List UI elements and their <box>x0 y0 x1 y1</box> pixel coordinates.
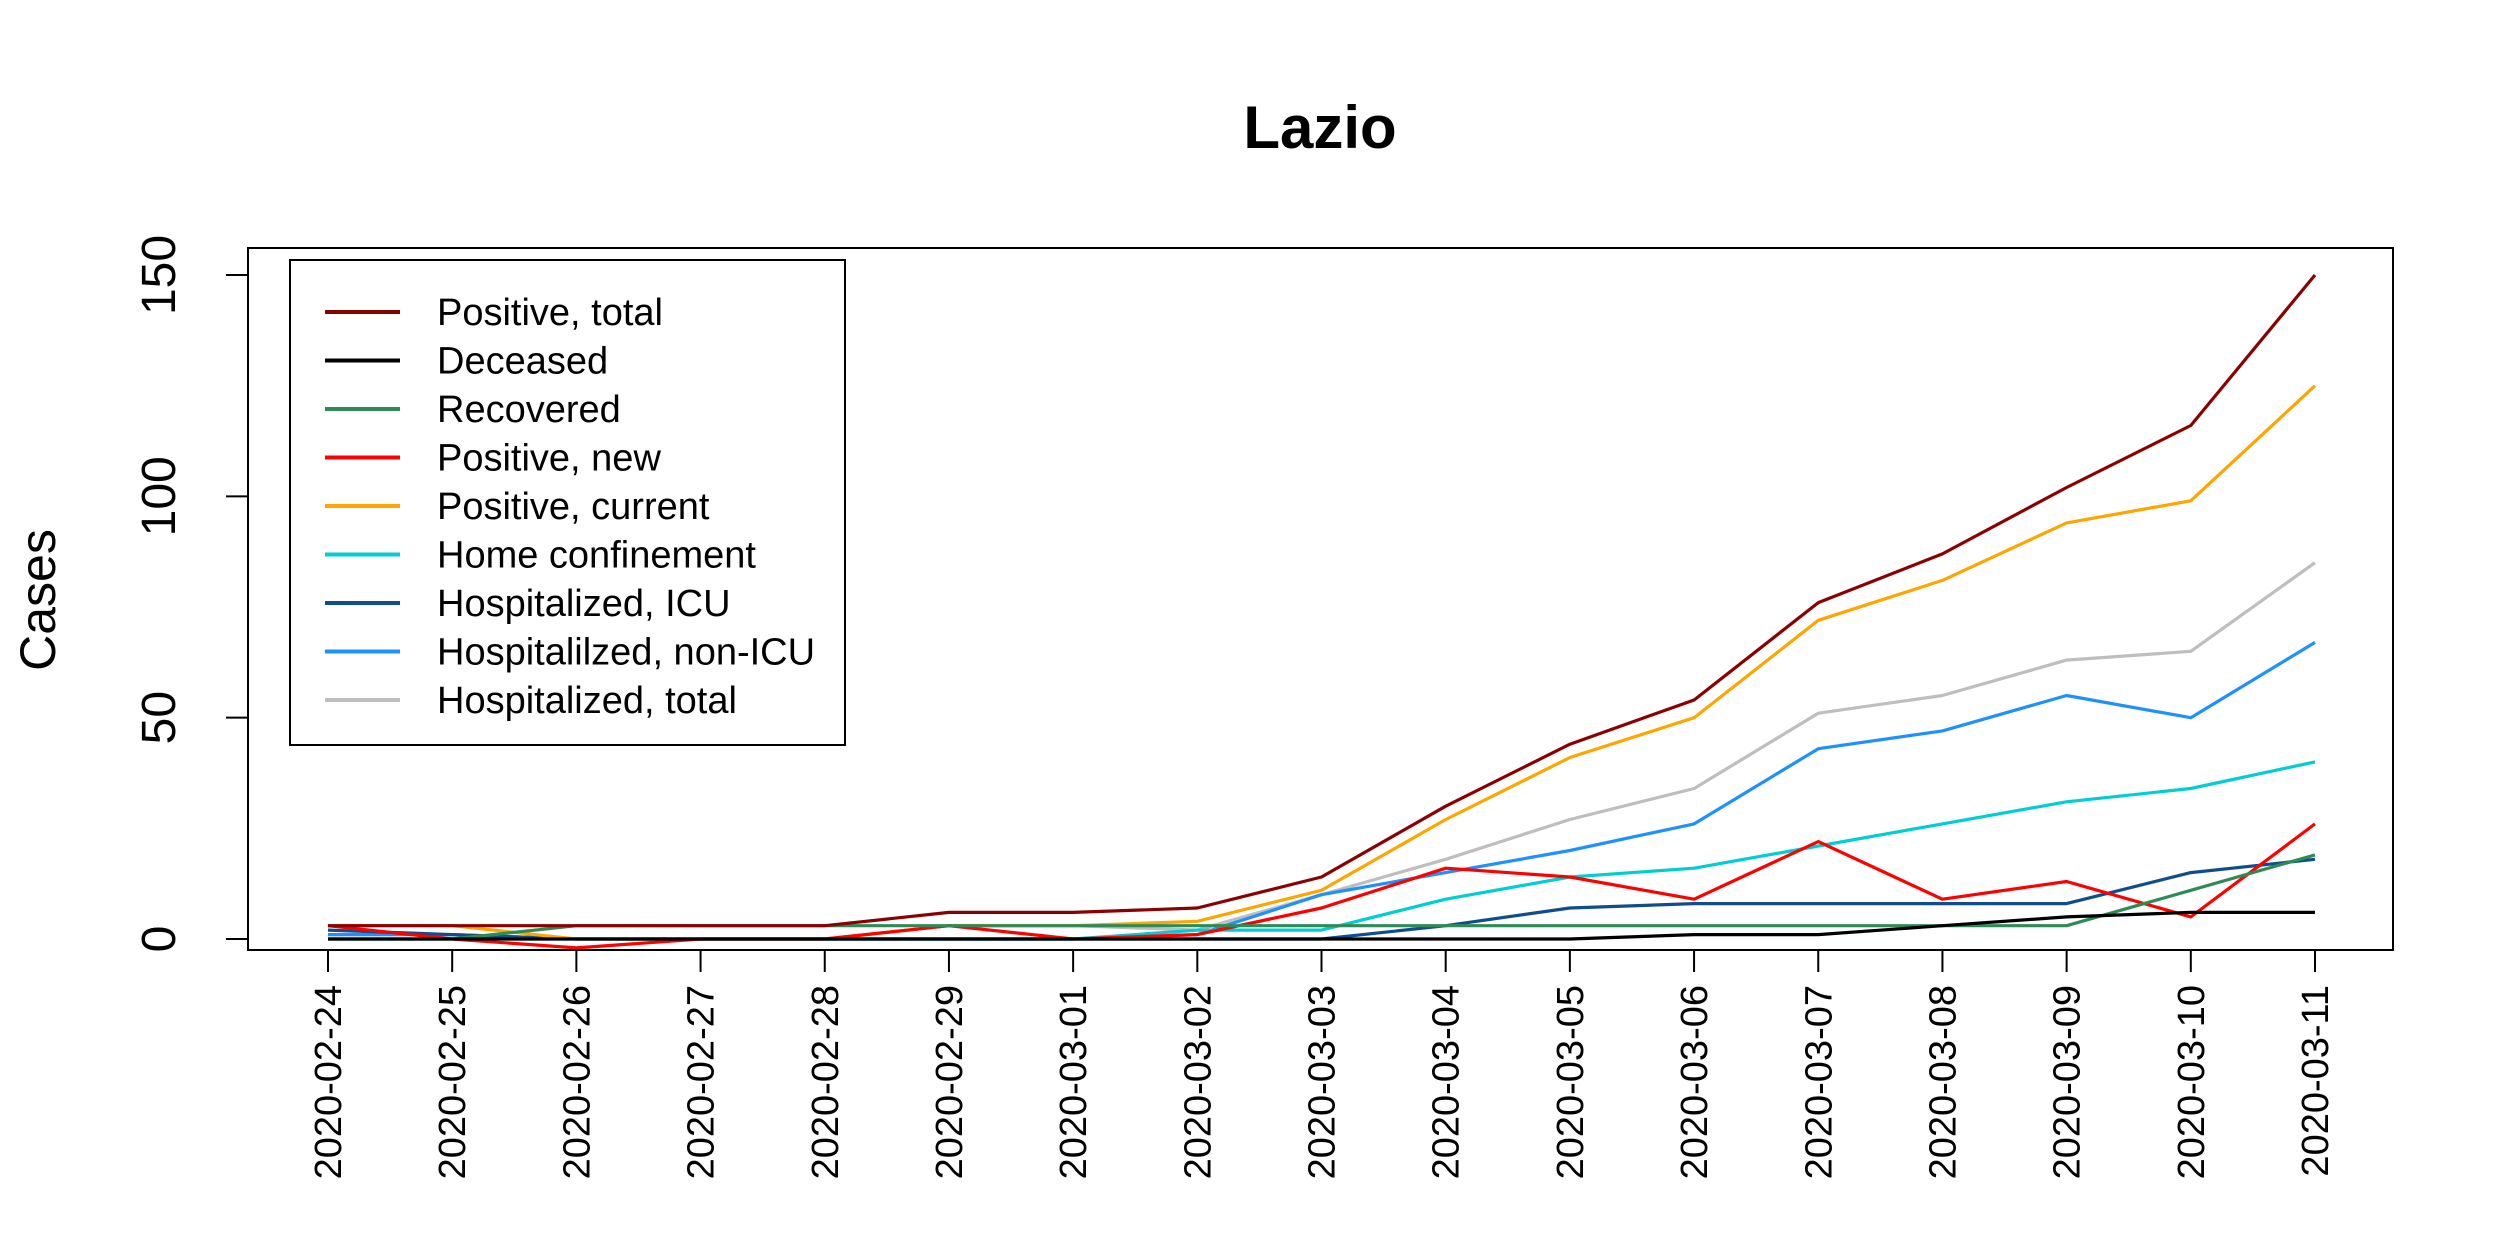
x-tick-label: 2020-03-08 <box>1922 985 1964 1179</box>
legend-label-1: Deceased <box>437 341 608 383</box>
legend-label-5: Home confinement <box>437 535 756 577</box>
x-tick-label: 2020-03-09 <box>2047 985 2089 1179</box>
series-line-5 <box>328 760 2316 941</box>
legend-box <box>289 259 846 746</box>
x-tick-label: 2020-03-02 <box>1177 985 1219 1179</box>
x-tick-label: 2020-03-06 <box>1674 985 1716 1179</box>
x-axis: 2020-02-24 2020-02-25 2020-02-26 2020-02-27… <box>308 949 2337 1179</box>
x-tick-label: 2020-02-27 <box>681 985 723 1179</box>
y-tick-label: 150 <box>133 235 186 315</box>
x-tick-label: 2020-03-03 <box>1302 985 1344 1179</box>
legend-label-0: Positive, total <box>437 292 663 334</box>
legend-label-2: Recovered <box>437 389 621 431</box>
x-tick-label: 2020-02-29 <box>929 985 971 1179</box>
legend-label-7: Hospitalilzed, non-ICU <box>437 632 815 674</box>
x-tick-label: 2020-02-24 <box>308 985 350 1179</box>
legend-label-8: Hospitalized, total <box>437 680 737 722</box>
y-tick-label: 50 <box>133 691 186 744</box>
x-tick-label: 2020-03-07 <box>1798 985 1840 1179</box>
x-tick-label: 2020-02-26 <box>556 985 598 1179</box>
x-tick-label: 2020-03-05 <box>1550 985 1592 1179</box>
y-tick-label: 0 <box>133 926 186 953</box>
x-tick-label: 2020-03-01 <box>1053 985 1095 1179</box>
x-tick-label: 2020-02-25 <box>432 985 474 1179</box>
y-tick-label: 100 <box>133 456 186 536</box>
series-line-0 <box>328 273 2317 928</box>
chart-title: Lazio <box>1243 94 1396 161</box>
x-tick-label: 2020-03-04 <box>1426 985 1468 1179</box>
series-line-3 <box>327 822 2316 950</box>
x-tick-label: 2020-03-11 <box>2295 985 2337 1177</box>
legend: Positive, total Deceased Recovered Positive… <box>289 259 846 746</box>
legend-label-6: Hospitalized, ICU <box>437 583 731 625</box>
x-tick-label: 2020-02-28 <box>805 985 847 1179</box>
series-line-1 <box>328 910 2315 941</box>
y-axis-label: Cases <box>10 529 66 671</box>
y-axis: 0 50 100 150 <box>133 235 249 953</box>
legend-label-4: Positive, current <box>437 486 710 528</box>
x-tick-label: 2020-03-10 <box>2171 985 2213 1179</box>
series-lines <box>327 273 2317 950</box>
legend-label-3: Positive, new <box>437 438 661 480</box>
